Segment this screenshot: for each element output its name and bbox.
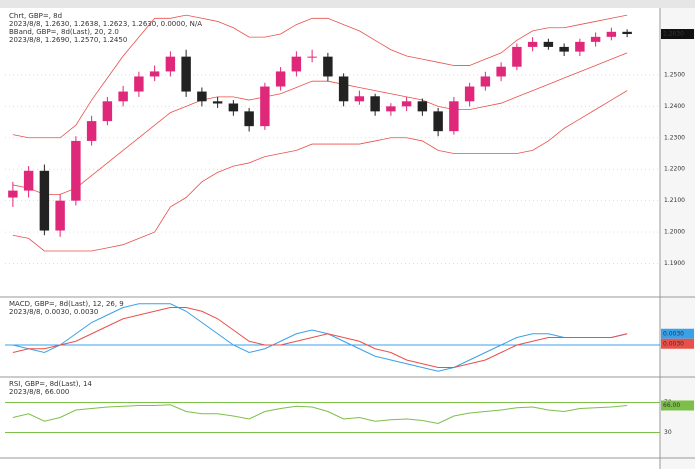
candle-body xyxy=(386,106,396,112)
candle-body xyxy=(228,103,239,112)
indicator-line xyxy=(12,404,628,425)
price-tag-label: 1.2630 xyxy=(663,31,684,38)
panel-title: RSI, GBP=, 8d(Last), 14 xyxy=(9,380,92,388)
candle-body xyxy=(370,96,380,112)
candle-body xyxy=(102,101,113,122)
candle-body xyxy=(260,86,270,127)
candle-body xyxy=(559,46,569,52)
panel-subtitle: 2023/8/8, 0.0030, 0.0030 xyxy=(9,308,98,316)
panel-subtitle: 2023/8/8, 1.2630, 1.2638, 1.2623, 1.2630… xyxy=(9,20,202,28)
y-tick-label: 1.2200 xyxy=(664,166,685,173)
candle-body xyxy=(417,101,428,112)
y-tick-label: 1.2500 xyxy=(664,71,685,78)
candle-body xyxy=(590,36,601,42)
candle-body xyxy=(354,96,365,102)
panel-subtitle: 2023/8/8, 66.000 xyxy=(9,388,69,396)
candle-body xyxy=(212,101,223,104)
candle-body xyxy=(55,200,65,231)
band-legend: BBand, GBP=, 8d(Last), 20, 2.0 xyxy=(9,28,119,36)
value-tag xyxy=(661,328,694,339)
candle-body xyxy=(118,91,128,102)
candle-body xyxy=(86,121,97,141)
candle-body xyxy=(480,76,491,87)
candle-body xyxy=(338,76,349,102)
candle-body xyxy=(134,76,144,92)
price-tag xyxy=(661,29,694,40)
candle-body xyxy=(622,31,632,35)
candle-body xyxy=(575,41,585,52)
indicator-line xyxy=(12,303,628,372)
y-tick-label: 1.2100 xyxy=(664,197,685,204)
indicator-line xyxy=(12,307,628,368)
candle-body xyxy=(165,56,176,72)
candle-body xyxy=(197,91,207,102)
toolbar xyxy=(0,0,695,8)
candle-body xyxy=(275,71,286,87)
candle-body xyxy=(323,56,333,77)
candle-body xyxy=(606,31,617,37)
candle-body xyxy=(244,111,254,127)
candle-body xyxy=(39,170,50,231)
value-tag-label: 0.0030 xyxy=(663,340,684,347)
candle-body xyxy=(149,71,160,77)
y-tick-label: 30 xyxy=(664,429,672,436)
panel-title: Chrt, GBP=, 8d xyxy=(9,12,62,20)
band-note: 2023/8/8, 1.2690, 1.2570, 1.2450 xyxy=(9,36,127,44)
candle-body xyxy=(543,41,554,47)
value-tag-label: 66.00 xyxy=(663,402,680,409)
y-tick-label: 1.1900 xyxy=(664,260,685,267)
value-tag xyxy=(661,338,694,349)
y-tick-label: 1.2300 xyxy=(664,134,685,141)
candle-body xyxy=(527,41,538,47)
bollinger-upper xyxy=(12,14,628,139)
panel-title: MACD, GBP=, 8d(Last), 12, 26, 9 xyxy=(9,300,124,308)
candle-body xyxy=(464,86,475,102)
candle-body xyxy=(512,46,522,67)
candle-body xyxy=(181,56,191,92)
candle-body xyxy=(23,170,34,191)
candle-body xyxy=(8,190,18,198)
candle-body xyxy=(71,140,81,201)
value-tag-label: 0.0030 xyxy=(663,330,684,337)
y-tick-label: 1.2400 xyxy=(664,103,685,110)
price-axis xyxy=(660,8,695,469)
bollinger-lower xyxy=(12,90,628,252)
candle-body xyxy=(401,101,412,107)
candle-body xyxy=(496,66,506,77)
candle-body xyxy=(291,56,302,72)
y-tick-label: 1.2000 xyxy=(664,229,685,236)
value-tag xyxy=(661,400,694,411)
bollinger-middle xyxy=(12,52,628,195)
candle-body xyxy=(433,111,443,132)
candle-body xyxy=(449,101,459,132)
candle-body xyxy=(307,56,317,58)
